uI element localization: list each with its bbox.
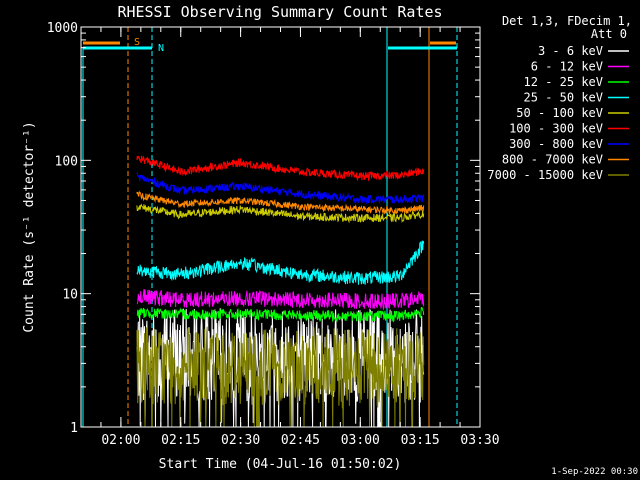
chart-title: RHESSI Observing Summary Count Rates [117, 3, 442, 21]
legend-entry-label: 800 - 7000 keV [502, 153, 603, 167]
x-tick-label: 02:30 [221, 433, 260, 448]
legend-entry-label: 25 - 50 keV [524, 91, 603, 105]
y-axis-label: Count Rate (s⁻¹ detector⁻¹) [22, 121, 37, 332]
night-flag-label: N [158, 43, 164, 54]
x-axis-label: Start Time (04-Jul-16 01:50:02) [159, 457, 402, 472]
legend-entry-label: 300 - 800 keV [509, 137, 603, 151]
series-line-8 [136, 326, 425, 428]
legend: Det 1,3, FDecim 1, Att 0 3 - 6 keV 6 - 12… [487, 14, 632, 182]
legend-entry-label: 100 - 300 keV [509, 122, 603, 136]
legend-entry-label: 50 - 100 keV [516, 106, 603, 120]
y-tick-label: 100 [55, 154, 78, 169]
legend-entry-label: 6 - 12 keV [531, 60, 603, 74]
x-tick-label: 03:00 [341, 433, 380, 448]
series-line-2 [136, 307, 425, 323]
y-tick-label: 1000 [47, 21, 78, 36]
x-tick-label: 02:45 [281, 433, 320, 448]
legend-entry-label: 3 - 6 keV [538, 44, 603, 58]
legend-header-line1: Det 1,3, FDecim 1, [502, 14, 632, 28]
legend-entry-label: 7000 - 15000 keV [487, 168, 603, 182]
saa-flag-label: S [134, 37, 140, 48]
x-tick-label: 03:30 [460, 433, 499, 448]
legend-header-line2: Att 0 [591, 27, 627, 41]
series-line-7 [136, 190, 425, 215]
series-line-5 [136, 155, 425, 182]
y-tick-label: 10 [62, 288, 78, 303]
y-axis: 1 10 100 1000 [47, 21, 480, 436]
generation-timestamp: 1-Sep-2022 00:30 [551, 467, 638, 477]
series-line-3 [136, 240, 425, 285]
x-tick-label: 03:15 [401, 433, 440, 448]
x-tick-label: 02:15 [161, 433, 200, 448]
legend-entry-label: 12 - 25 keV [524, 75, 603, 89]
series-line-6 [136, 171, 425, 205]
series-line-4 [136, 203, 425, 224]
series-lines [136, 155, 425, 428]
series-line-1 [136, 289, 425, 311]
y-tick-label: 1 [70, 421, 78, 436]
x-axis: 02:00 02:15 02:30 02:45 03:00 03:15 03:30 [100, 27, 500, 448]
x-tick-label: 02:00 [101, 433, 140, 448]
